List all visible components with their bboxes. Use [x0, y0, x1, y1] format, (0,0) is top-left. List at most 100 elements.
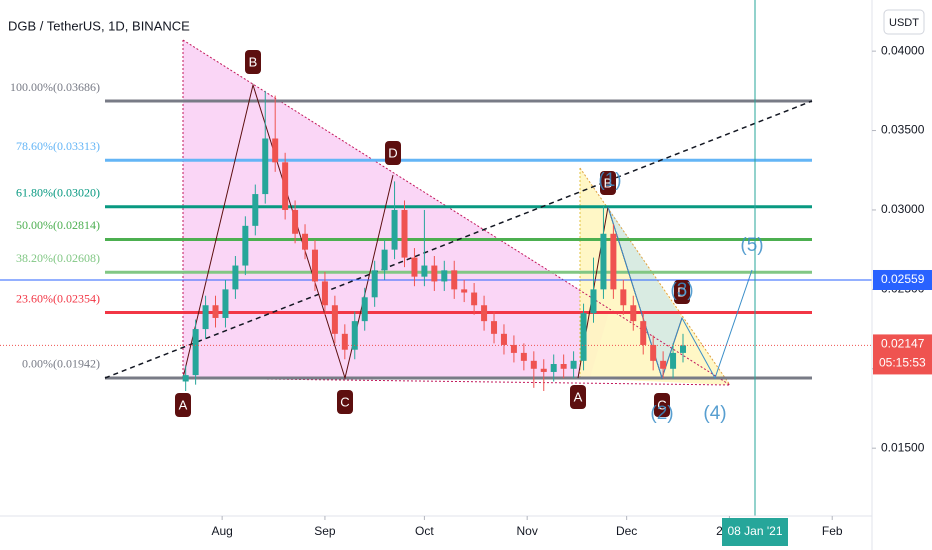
candle-body	[580, 313, 587, 361]
last-price: 0.02147	[881, 337, 925, 351]
label-box	[337, 390, 353, 414]
candle-body	[560, 364, 567, 369]
y-tick-label: 0.03500	[881, 123, 925, 137]
badge	[722, 518, 788, 546]
fib-label: 78.60%(0.03313)	[16, 139, 100, 153]
candle-body	[421, 265, 428, 277]
currency-box	[883, 9, 925, 35]
fib-label: 61.80%(0.03020)	[16, 186, 100, 200]
candle-body	[461, 289, 468, 293]
label-box	[175, 393, 191, 417]
candle-body	[302, 233, 309, 250]
wave-label: (3)	[670, 280, 693, 301]
badge	[873, 334, 932, 375]
candle-body	[441, 270, 448, 282]
wave-label: D	[677, 284, 686, 299]
candle-body	[670, 352, 677, 369]
x-tick-label: Nov	[517, 524, 538, 538]
label-box	[245, 50, 261, 74]
crosshair-price: 0.02559	[881, 272, 925, 286]
candle-body	[311, 249, 318, 282]
candle-body	[451, 270, 458, 290]
candle-body	[401, 209, 408, 258]
candle-body	[381, 249, 388, 271]
candle-body	[570, 360, 577, 369]
candle-body	[292, 209, 299, 234]
fib-label: 50.00%(0.02814)	[16, 218, 100, 232]
label-box	[570, 385, 586, 409]
candle-body	[510, 344, 517, 353]
candle-body	[540, 368, 547, 372]
chart-title: DGB / TetherUS, 1D, BINANCE	[8, 18, 190, 33]
y-tick-label: 0.03000	[881, 202, 925, 216]
candle-body	[411, 257, 418, 277]
candle-body	[242, 225, 249, 266]
y-tick-label: 0.01500	[881, 440, 925, 454]
label-box	[385, 141, 401, 165]
countdown: 05:15:53	[879, 356, 926, 370]
candle-body	[500, 333, 507, 345]
pattern-fill	[608, 207, 682, 378]
candle-body	[481, 305, 488, 322]
pattern-line	[182, 83, 394, 380]
candle-body	[331, 305, 338, 334]
fib-label: 100.00%(0.03686)	[10, 80, 100, 94]
candle-body	[680, 345, 687, 353]
wave-label: (2)	[650, 403, 673, 424]
fib-label: 23.60%(0.02354)	[16, 291, 100, 305]
candle-body	[391, 209, 398, 250]
candle-body	[491, 321, 498, 334]
label-box	[600, 171, 616, 195]
candle-body	[530, 360, 537, 369]
candle-body	[550, 364, 557, 372]
candle-body	[202, 305, 209, 330]
label-box	[654, 393, 670, 417]
candle-body	[182, 375, 189, 382]
candle-body	[630, 305, 637, 322]
candle-body	[272, 138, 279, 163]
x-tick-label: Feb	[822, 524, 843, 538]
candle-body	[361, 297, 368, 322]
badge	[873, 269, 932, 290]
candle-body	[590, 289, 597, 314]
wave-label: A	[574, 389, 583, 404]
wave-label: B	[604, 175, 613, 190]
candle-body	[620, 289, 627, 306]
candle-body	[660, 360, 667, 369]
candle-body	[371, 270, 378, 298]
fib-label: 38.20%(0.02608)	[16, 251, 100, 265]
candle-body	[222, 289, 229, 318]
wave-label: (5)	[740, 235, 763, 256]
wave-label: C	[340, 394, 349, 409]
wave-label: A	[179, 397, 188, 412]
currency: USDT	[889, 17, 919, 29]
candle-body	[431, 265, 438, 282]
candle-body	[640, 321, 647, 345]
wave-label: (1)	[598, 170, 621, 191]
trend-line	[182, 377, 731, 386]
candle-body	[262, 138, 269, 195]
candle-body	[232, 265, 239, 290]
pattern-line	[607, 206, 753, 380]
candle-body	[321, 281, 328, 306]
candle-body	[192, 329, 199, 376]
triangle-fill	[183, 40, 610, 378]
x-tick-label: Aug	[211, 524, 232, 538]
x-tick-label: Sep	[314, 524, 336, 538]
candle-body	[520, 352, 527, 361]
x-tick-label: Dec	[616, 524, 637, 538]
x-tick-label: Oct	[415, 524, 434, 538]
drawings	[104, 39, 813, 386]
candle-body	[212, 305, 219, 318]
wave-label: C	[657, 397, 666, 412]
wave-label: D	[388, 145, 397, 160]
candle-body	[252, 194, 259, 226]
candle-body	[600, 233, 607, 290]
crosshair-date: 08 Jan '21	[727, 524, 782, 538]
y-tick-label: 0.04000	[881, 43, 925, 57]
dashed-trend	[104, 100, 813, 379]
candle-body	[610, 233, 617, 290]
candle-body	[282, 162, 289, 210]
label-box	[674, 280, 690, 304]
